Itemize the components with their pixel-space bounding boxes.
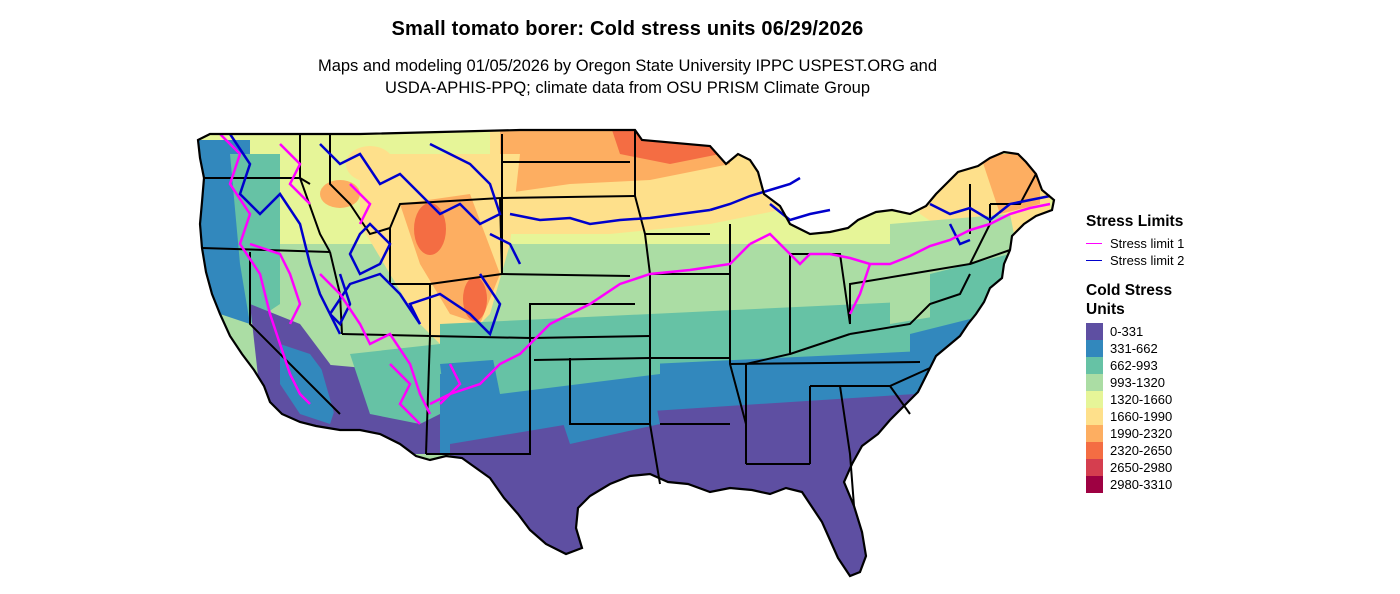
us-map-svg (196, 128, 1056, 578)
legend-fill-item: 331-662 (1086, 340, 1266, 357)
map-subtitle: Maps and modeling 01/05/2026 by Oregon S… (0, 55, 1255, 99)
legend-fill-swatch (1086, 459, 1103, 476)
map-legend: Stress Limits Stress limit 1 Stress limit… (1086, 212, 1266, 493)
stress-limit-2-contours (228, 133, 1051, 337)
legend-fill-swatch (1086, 408, 1103, 425)
legend-fill-swatch (1086, 357, 1103, 374)
subtitle-line-2: USDA-APHIS-PPQ; climate data from OSU PR… (384, 79, 871, 97)
legend-fill-title-line-2: Units (1086, 301, 1125, 318)
legend-lines: Stress limit 1 Stress limit 2 (1086, 235, 1266, 269)
legend-fill-item: 662-993 (1086, 357, 1266, 374)
legend-line-label: Stress limit 1 (1110, 236, 1185, 251)
legend-fill-title: Cold Stress Units (1086, 281, 1266, 319)
legend-fill-label: 993-1320 (1110, 375, 1165, 390)
legend-fills: 0-331 331-662 662-993 993-1320 1320-1660 1660… (1086, 323, 1266, 493)
legend-line-swatch (1086, 260, 1102, 261)
map-title: Small tomato borer: Cold stress units 06… (391, 18, 864, 40)
legend-fill-swatch (1086, 425, 1103, 442)
legend-fill-swatch (1086, 323, 1103, 340)
legend-fill-item: 2320-2650 (1086, 442, 1266, 459)
legend-fill-item: 1990-2320 (1086, 425, 1266, 442)
subtitle-line-1: Maps and modeling 01/05/2026 by Oregon S… (317, 57, 938, 75)
legend-fill-label: 2980-3310 (1110, 477, 1173, 492)
legend-fill-label: 2650-2980 (1110, 460, 1173, 475)
legend-fill-swatch (1086, 340, 1103, 357)
us-map (190, 124, 1070, 589)
legend-fill-item: 2650-2980 (1086, 459, 1266, 476)
legend-fill-swatch (1086, 476, 1103, 493)
legend-fill-label: 662-993 (1110, 358, 1158, 373)
legend-fill-swatch (1086, 391, 1103, 408)
legend-fill-label: 1990-2320 (1110, 426, 1173, 441)
legend-line-item: Stress limit 2 (1086, 252, 1266, 269)
legend-line-label: Stress limit 2 (1110, 253, 1185, 268)
legend-line-item: Stress limit 1 (1086, 235, 1266, 252)
legend-fill-item: 1660-1990 (1086, 408, 1266, 425)
legend-fill-item: 1320-1660 (1086, 391, 1266, 408)
legend-fill-item: 0-331 (1086, 323, 1266, 340)
legend-line-swatch (1086, 243, 1102, 244)
legend-lines-title: Stress Limits (1086, 213, 1184, 230)
legend-fill-label: 1320-1660 (1110, 392, 1173, 407)
legend-fill-label: 0-331 (1110, 324, 1144, 339)
legend-fill-label: 2320-2650 (1110, 443, 1173, 458)
legend-fill-item: 993-1320 (1086, 374, 1266, 391)
legend-fill-swatch (1086, 442, 1103, 459)
legend-fill-swatch (1086, 374, 1103, 391)
legend-fill-title-line-1: Cold Stress (1086, 282, 1173, 299)
legend-fill-label: 1660-1990 (1110, 409, 1173, 424)
stress-limit-1-contours (219, 133, 1051, 425)
map-fill-layer (198, 130, 1054, 576)
legend-fill-item: 2980-3310 (1086, 476, 1266, 493)
legend-fill-label: 331-662 (1110, 341, 1158, 356)
